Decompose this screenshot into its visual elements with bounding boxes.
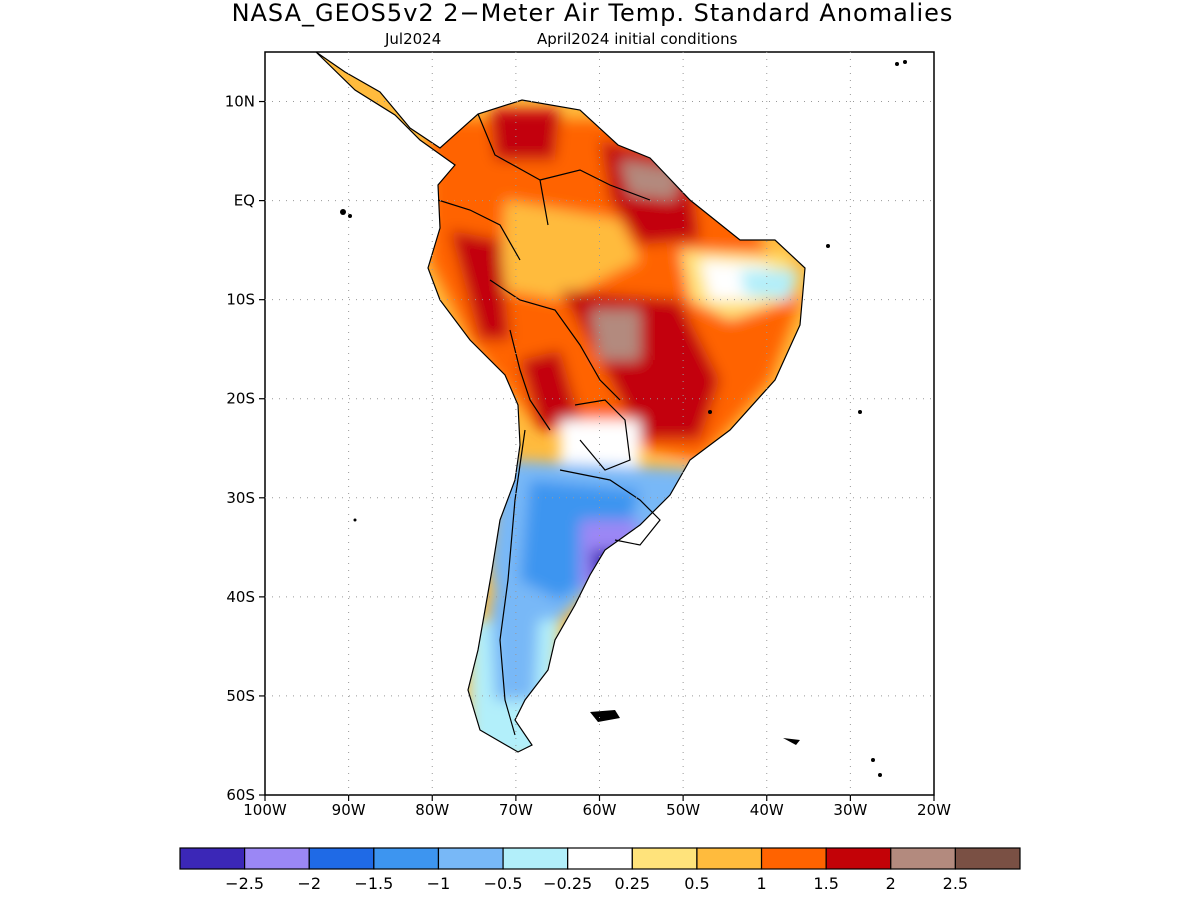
lat-tick-label: EQ: [234, 192, 255, 210]
lon-tick-label: 40W: [750, 801, 784, 819]
colorbar-label: −1.5: [354, 874, 393, 893]
lat-tick-label: 50S: [226, 687, 255, 705]
lon-tick-label: 70W: [499, 801, 533, 819]
south-georgia: [783, 738, 800, 745]
colorbar-label: 1.5: [813, 874, 838, 893]
colorbar-label: 1: [756, 874, 766, 893]
lon-tick-label: 20W: [917, 801, 951, 819]
colorbar-swatch: [890, 847, 956, 870]
lon-tick-label: 90W: [332, 801, 366, 819]
colorbar-swatch: [437, 847, 504, 870]
colorbar-swatch: [308, 847, 375, 870]
colorbar-swatch: [760, 847, 827, 870]
lat-tick-label: 60S: [226, 786, 255, 804]
initial-conditions: April2024 initial conditions: [537, 30, 738, 48]
amazon-yellow: [500, 200, 640, 300]
colorbar-swatch: [825, 847, 892, 870]
lat-tick-label: 40S: [226, 588, 255, 606]
border-chile-argentina: [499, 429, 526, 736]
coastline: [315, 51, 806, 753]
border-paraguay: [574, 399, 631, 471]
lon-tick-label: 100W: [243, 801, 287, 819]
country-borders: [315, 51, 806, 753]
patagonia-cooler: [490, 600, 540, 700]
lon-tick-label: 30W: [833, 801, 867, 819]
colorbar-label: −0.5: [484, 874, 523, 893]
colorbar-label: −2.5: [225, 874, 264, 893]
lat-tick-label: 20S: [226, 390, 255, 408]
lon-tick-label: 50W: [666, 801, 700, 819]
border-brazil-north: [539, 169, 651, 201]
hot-bolivia: [520, 350, 580, 430]
colorbar-label: −0.25: [543, 874, 592, 893]
falkland-islands: [590, 710, 620, 722]
graticule: [265, 52, 934, 795]
galapagos: [340, 209, 346, 215]
colorbar-label: −1: [427, 874, 451, 893]
lat-tick-label: 30S: [226, 489, 255, 507]
colorbar-swatch: [631, 847, 698, 870]
lat-tick-label: 10N: [225, 93, 255, 111]
hot-venezuela: [490, 110, 560, 160]
colorbar-label: −2: [297, 874, 321, 893]
colorbar: −2.5 −2 −1.5 −1 −0.5 −0.25 0.25 0.5 1 1.5 2 2.5: [179, 847, 1021, 893]
border-argentina-brazil-uruguay: [559, 469, 661, 546]
border-ecuador-peru: [437, 199, 521, 261]
colorbar-swatch: [179, 847, 246, 870]
colorbar-label: 0.5: [684, 874, 709, 893]
map-title: NASA_GEOS5v2 2−Meter Air Temp. Standard …: [231, 0, 954, 27]
colorbar-swatch: [954, 847, 1021, 870]
colorbar-swatch: [244, 847, 310, 870]
lat-tick-label: 10S: [226, 291, 255, 309]
forecast-month: Jul2024: [385, 30, 442, 48]
lon-tick-label: 60W: [583, 801, 617, 819]
border-peru-bolivia: [509, 329, 551, 431]
colorbar-swatch: [373, 847, 440, 870]
ne-brazil-cool: [740, 270, 800, 300]
colorbar-swatch: [502, 847, 569, 870]
colorbar-label: 2.5: [943, 874, 968, 893]
border-brazil-peru-bolivia: [489, 279, 621, 401]
colorbar-label: 2: [886, 874, 896, 893]
lon-tick-label: 80W: [415, 801, 449, 819]
hottest-central-brazil: [590, 310, 640, 360]
islands: [340, 60, 907, 777]
colorbar-swatch: [567, 847, 633, 870]
border-colombia-venezuela: [477, 113, 549, 226]
colorbar-swatch: [696, 847, 763, 870]
hot-peru: [450, 230, 510, 340]
colorbar-label: 0.25: [614, 874, 650, 893]
